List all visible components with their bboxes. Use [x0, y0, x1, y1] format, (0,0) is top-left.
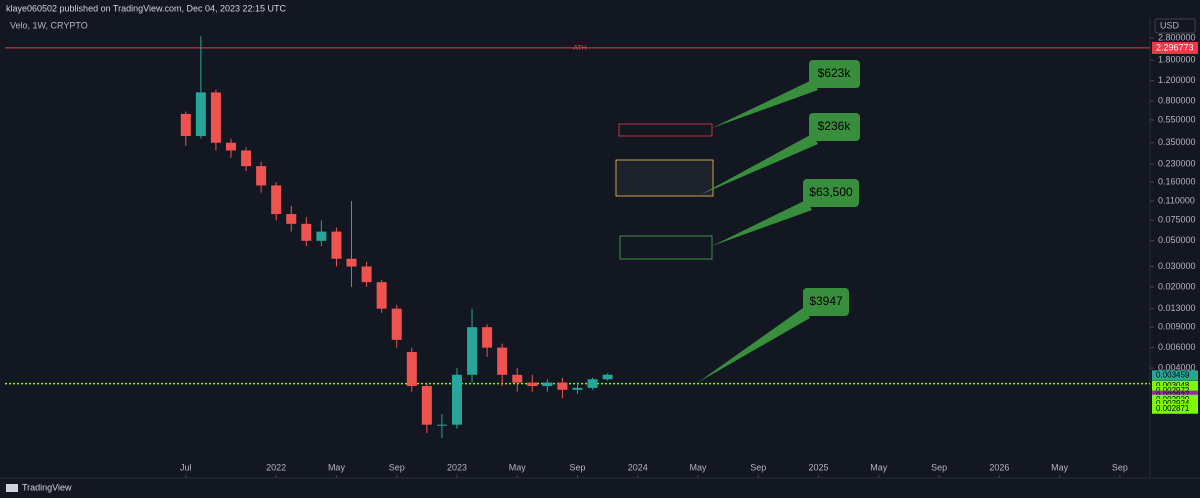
x-tick-label: May: [870, 462, 888, 472]
y-tick-label: 0.009000: [1158, 322, 1196, 332]
callout: [809, 113, 860, 141]
candle-body: [195, 92, 206, 137]
candle-body: [557, 382, 568, 390]
y-tick-label: 2.800000: [1158, 32, 1196, 42]
zone-box: [618, 123, 713, 137]
ath-price: 2.296773: [1156, 42, 1194, 52]
logo: [6, 484, 18, 492]
ath-label-box: [1152, 41, 1198, 54]
candle-body: [286, 214, 297, 224]
callout-text: $623k: [818, 66, 852, 80]
price-label: 0.003048: [1156, 381, 1190, 390]
y-tick-label: 0.110000: [1158, 195, 1195, 205]
x-tick-label: May: [1051, 462, 1069, 472]
candle-body: [467, 327, 478, 375]
candle-body: [241, 150, 252, 167]
y-tick-label: 0.350000: [1158, 137, 1196, 147]
x-tick-label: 2024: [628, 462, 648, 472]
candle-body: [376, 282, 387, 309]
byline: klaye060502 published on TradingView.com…: [6, 3, 287, 13]
x-tick-label: 2023: [447, 462, 467, 472]
y-tick-label: 0.230000: [1158, 158, 1196, 168]
y-tick-label: 0.160000: [1158, 177, 1196, 187]
callout-pointer: [700, 134, 818, 195]
candle-body: [331, 231, 342, 259]
y-tick-label: 0.006000: [1158, 342, 1196, 352]
candle-body: [572, 387, 583, 390]
y-tick-label: 1.200000: [1158, 75, 1196, 85]
callout: [809, 60, 860, 88]
candle-body: [210, 92, 221, 143]
candle-body: [587, 379, 598, 388]
candle-body: [406, 352, 417, 387]
x-tick-label: Sep: [1112, 462, 1128, 472]
callout-text: $236k: [818, 119, 852, 133]
symbol: Velo, 1W, CRYPTO: [10, 20, 88, 30]
y-tick-label: 1.800000: [1158, 55, 1196, 65]
candle-body: [602, 374, 613, 380]
callout-pointer: [712, 200, 812, 246]
candle-body: [301, 223, 312, 241]
candle-body: [421, 386, 432, 425]
price-label: 0.003459: [1156, 370, 1190, 379]
y-tick-label: 0.013000: [1158, 303, 1196, 313]
x-tick-label: Sep: [750, 462, 766, 472]
x-tick-label: 2026: [989, 462, 1009, 472]
candle-body: [316, 231, 327, 241]
price-label: 0.002871: [1156, 404, 1190, 413]
currency-box[interactable]: [1154, 18, 1196, 34]
x-tick-label: May: [690, 462, 708, 472]
candle-body: [180, 113, 191, 137]
zone-box: [619, 235, 713, 260]
x-tick-label: 2022: [266, 462, 286, 472]
y-tick-label: 0.030000: [1158, 261, 1196, 271]
y-tick-label: 0.050000: [1158, 235, 1196, 245]
candle-body: [271, 185, 282, 215]
x-tick-label: 2025: [809, 462, 829, 472]
candle-body: [391, 308, 402, 340]
callout-text: $3947: [809, 294, 843, 308]
candle-body: [361, 266, 372, 283]
price-label-box: [1152, 370, 1198, 381]
x-tick-label: May: [328, 462, 346, 472]
candle-body: [346, 258, 357, 267]
x-tick-label: Sep: [569, 462, 585, 472]
callout-pointer: [712, 80, 818, 128]
x-tick-label: Sep: [389, 462, 405, 472]
x-tick-label: Sep: [931, 462, 947, 472]
callout: [803, 288, 849, 316]
zone-box: [615, 159, 714, 197]
ath-label: ATH: [573, 45, 586, 52]
candle-body: [542, 382, 553, 387]
price-label-box: [1152, 403, 1198, 414]
price-label: 0.002924: [1156, 399, 1190, 408]
x-tick-label: May: [509, 462, 527, 472]
y-tick-label: 0.800000: [1158, 95, 1196, 105]
candle-body: [451, 374, 462, 425]
y-tick-label: 0.550000: [1158, 114, 1196, 124]
callout: [803, 179, 859, 207]
callout-text: $63,500: [809, 185, 853, 199]
y-tick-label: 0.075000: [1158, 215, 1196, 225]
candle-body: [225, 142, 236, 151]
currency[interactable]: USD: [1160, 20, 1180, 30]
candle-body: [527, 382, 538, 387]
candle-body: [497, 347, 508, 375]
price-label-box: [1152, 380, 1198, 391]
x-tick-label: Jul: [180, 462, 192, 472]
candle-body: [512, 374, 523, 383]
brand: TradingView: [22, 482, 72, 492]
candle-body: [256, 166, 267, 186]
y-tick-label: 0.020000: [1158, 281, 1196, 291]
candle-body: [436, 424, 447, 426]
y-tick-label: 0.004000: [1158, 362, 1196, 372]
callout-pointer: [697, 308, 810, 383]
candle-body: [482, 327, 493, 348]
